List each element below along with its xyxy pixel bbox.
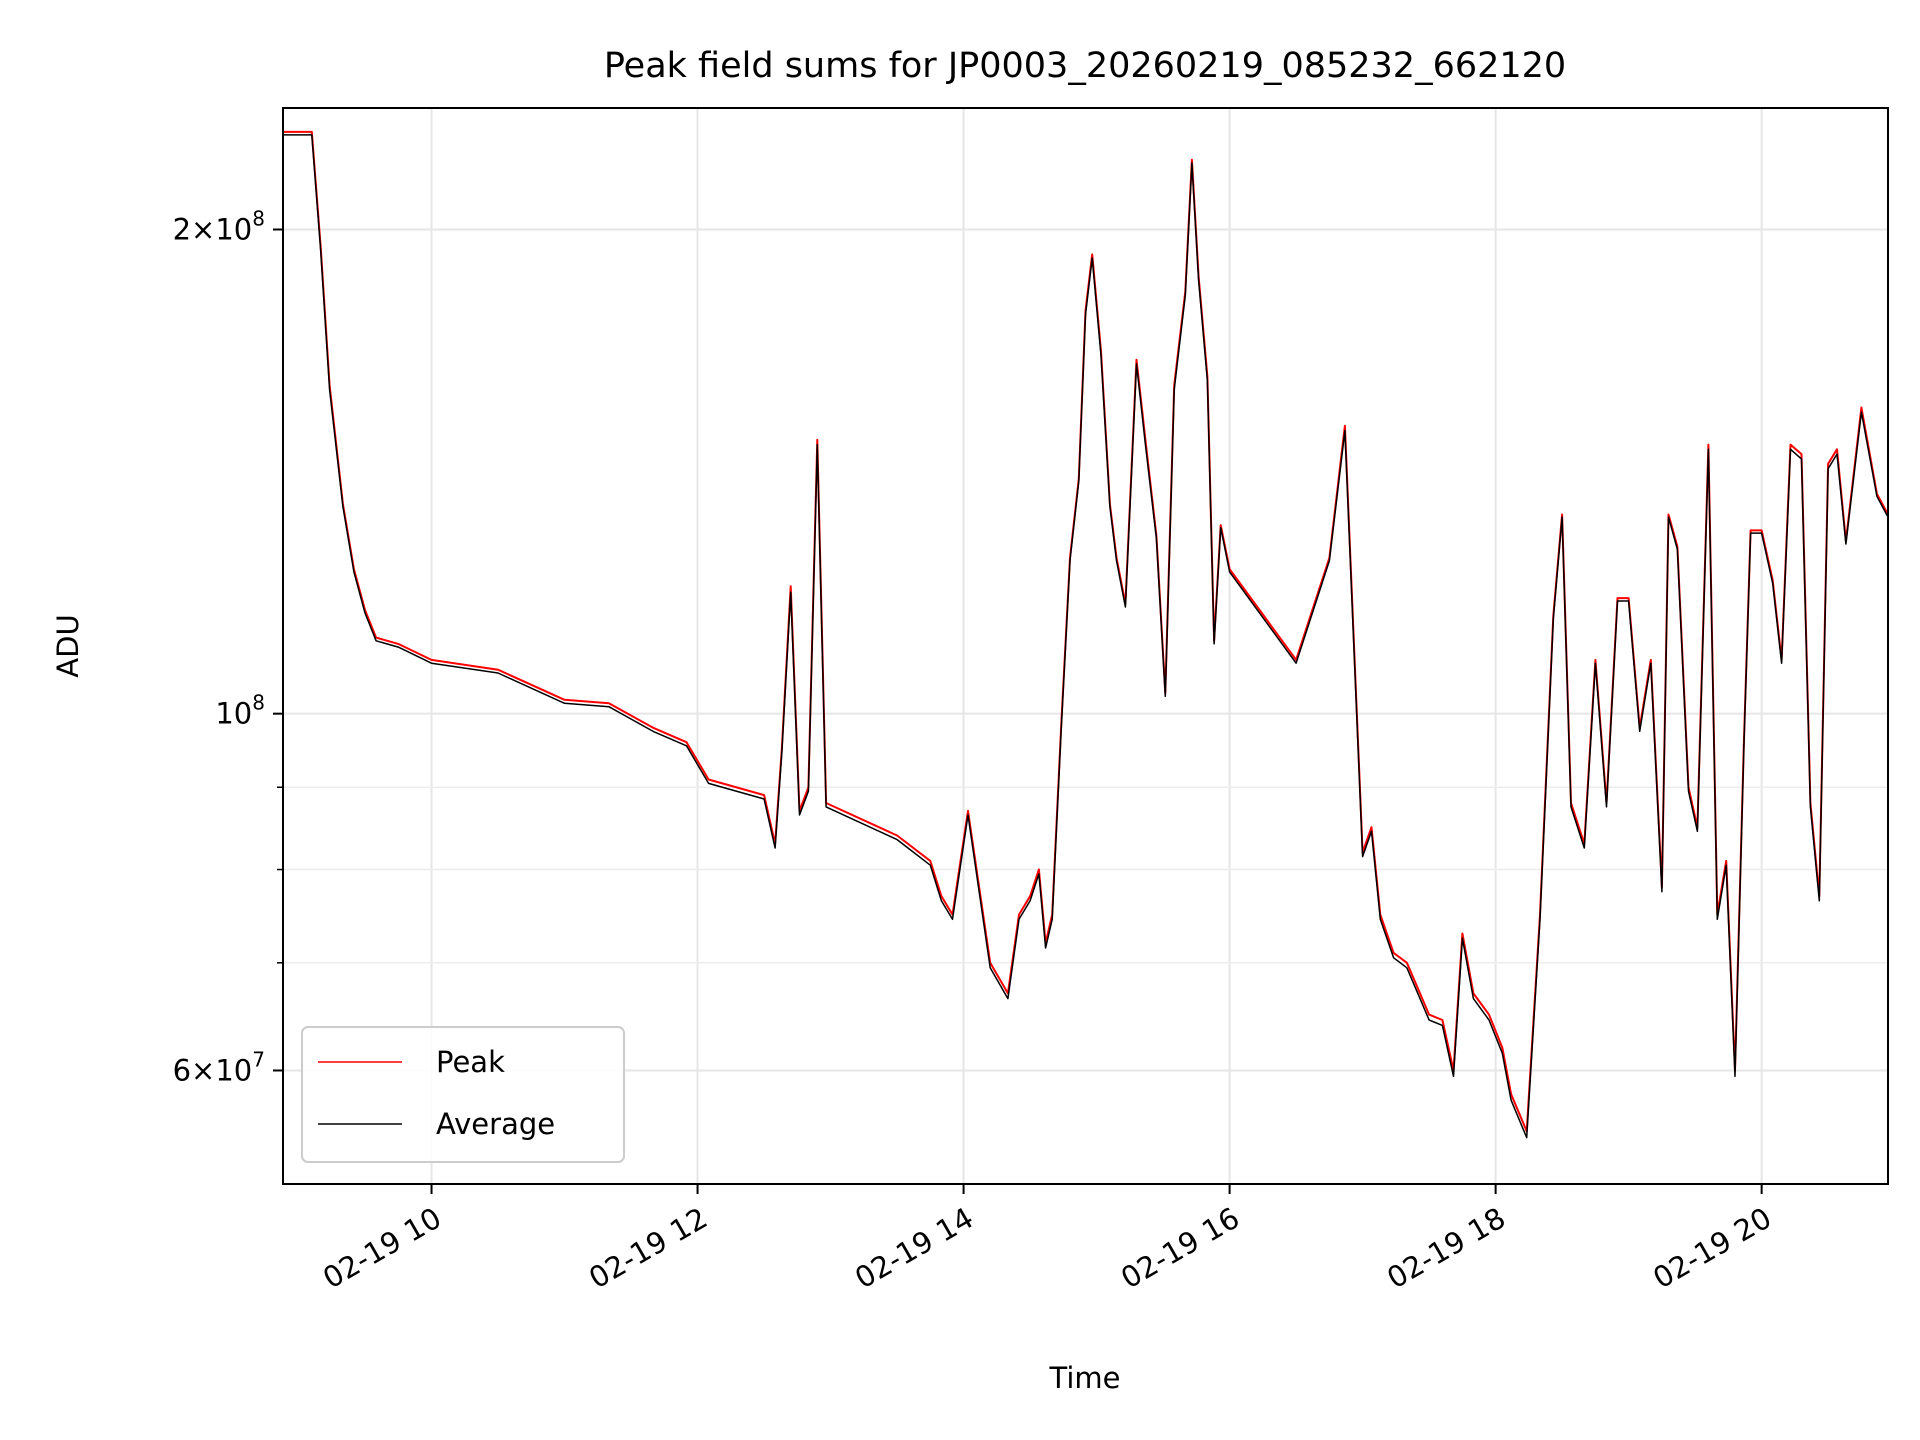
chart-title: Peak field sums for JP0003_20260219_0852… (604, 46, 1566, 86)
y-tick-label: 2×108 (173, 207, 265, 247)
legend-label-average: Average (436, 1107, 555, 1141)
x-axis-label: Time (1049, 1361, 1121, 1395)
y-axis: 2×108 108 6×107 (173, 207, 283, 1087)
legend-box (301, 1026, 625, 1163)
legend: Peak Average (301, 1026, 625, 1163)
legend-label-peak: Peak (436, 1045, 505, 1079)
series-layer (283, 130, 1888, 1139)
y-axis-label: ADU (51, 614, 85, 677)
y-tick-label: 6×107 (173, 1047, 265, 1087)
plot-frame (282, 107, 1889, 1185)
y-tick-label: 108 (215, 691, 265, 731)
series-line-average (283, 134, 1888, 1139)
